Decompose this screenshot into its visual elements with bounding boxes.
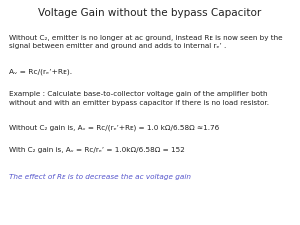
Text: Example : Calculate base-to-collector voltage gain of the amplifier both
without: Example : Calculate base-to-collector vo… [9, 91, 269, 106]
Text: Without C₂ gain is, Aᵥ = Rᴄ/(rₑ’+Rᴇ) = 1.0 kΩ/6.58Ω ≈1.76: Without C₂ gain is, Aᵥ = Rᴄ/(rₑ’+Rᴇ) = 1… [9, 125, 219, 131]
Text: Voltage Gain without the bypass Capacitor: Voltage Gain without the bypass Capacito… [38, 8, 262, 18]
Text: Without C₂, emitter is no longer at ac ground, instead Rᴇ is now seen by the
sig: Without C₂, emitter is no longer at ac g… [9, 35, 283, 49]
Text: Aᵥ = Rᴄ/(rₑ’+Rᴇ).: Aᵥ = Rᴄ/(rₑ’+Rᴇ). [9, 69, 72, 75]
Text: With C₂ gain is, Aᵥ = Rᴄ/rₑ’ = 1.0kΩ/6.58Ω = 152: With C₂ gain is, Aᵥ = Rᴄ/rₑ’ = 1.0kΩ/6.5… [9, 147, 185, 153]
Text: The effect of Rᴇ is to decrease the ac voltage gain: The effect of Rᴇ is to decrease the ac v… [9, 174, 191, 180]
